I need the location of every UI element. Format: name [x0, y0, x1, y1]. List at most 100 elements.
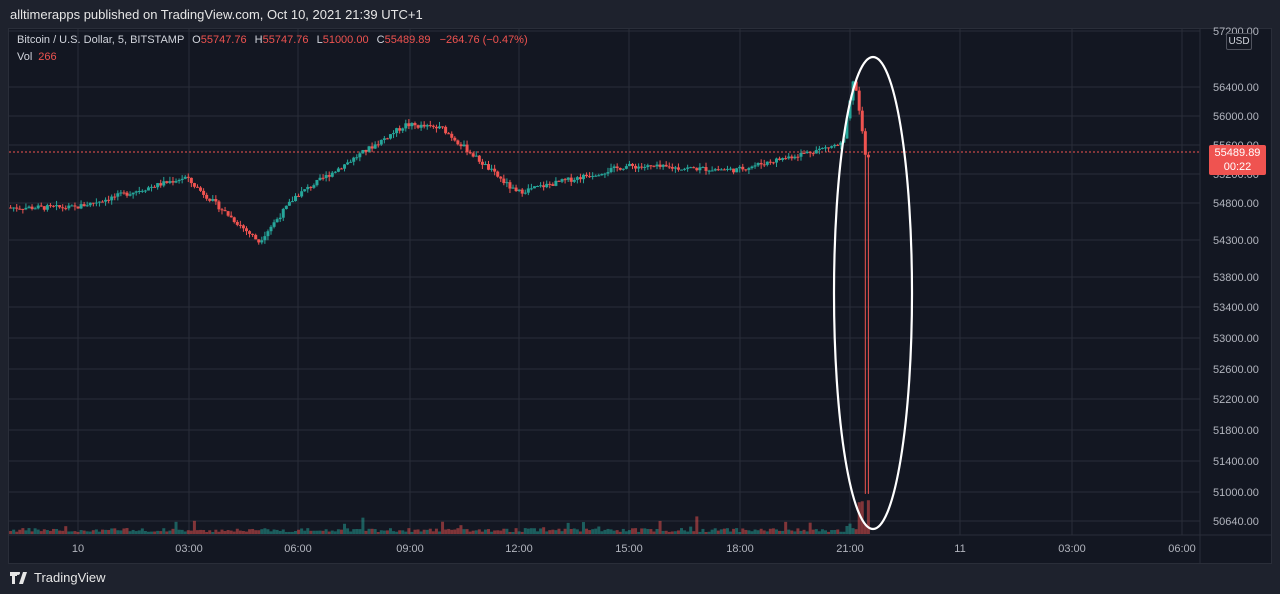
volume-bar: [542, 527, 546, 534]
volume-bar: [217, 531, 221, 534]
last-price-tag: 55489.89 00:22: [1209, 145, 1266, 175]
candle-body: [630, 163, 634, 166]
candle-body: [637, 166, 641, 169]
volume-bar: [177, 529, 181, 534]
candle-body: [661, 164, 665, 167]
candle-body: [128, 194, 132, 196]
volume-bar: [759, 528, 763, 534]
candle-body: [349, 161, 353, 163]
volume-bar: [609, 529, 613, 534]
volume-bar: [122, 528, 126, 534]
candle-body: [640, 166, 644, 168]
volume-bar: [330, 530, 334, 534]
volume-bar: [254, 530, 258, 534]
candle-body: [352, 157, 356, 162]
candle-body: [441, 126, 445, 128]
candle-body: [321, 177, 325, 179]
volume-bar: [131, 529, 135, 534]
change-value: −264.76 (−0.47%): [439, 34, 528, 46]
volume-bar: [156, 530, 160, 534]
candle-body: [680, 169, 684, 171]
volume-bar: [110, 528, 114, 534]
y-axis: 57200.0056400.0056000.0055600.0055200.00…: [1213, 26, 1259, 528]
volume-bar: [830, 530, 834, 534]
volume-bar: [732, 528, 736, 534]
volume-bar: [618, 531, 622, 534]
volume-bar: [554, 530, 558, 534]
volume-legend: Vol 266: [17, 51, 57, 63]
candle-body: [300, 191, 304, 197]
chart-frame: [8, 28, 1272, 564]
candle-body: [673, 167, 677, 169]
volume-bar: [566, 522, 570, 534]
candle-body: [606, 172, 610, 174]
candle-body: [45, 205, 49, 210]
volume-bar: [471, 530, 475, 534]
x-tick-label: 12:00: [505, 543, 533, 555]
volume-bar: [281, 529, 285, 534]
volume-bar: [588, 530, 592, 534]
currency-button[interactable]: USD: [1226, 33, 1252, 50]
candle-body: [827, 147, 831, 149]
candle-body: [670, 167, 674, 169]
candle-body: [168, 181, 172, 183]
tradingview-logo[interactable]: TradingView: [10, 570, 106, 585]
candle-body: [554, 180, 558, 186]
candle-body: [217, 201, 221, 210]
volume-bar: [496, 530, 500, 534]
volume-bar: [563, 528, 567, 534]
volume-bar: [113, 528, 117, 534]
candle-body: [483, 164, 487, 166]
candle-body: [566, 177, 570, 180]
candle-body: [88, 202, 92, 206]
last-price-value: 55489.89: [1214, 147, 1261, 159]
volume-bar: [450, 529, 454, 534]
candle-body: [591, 175, 595, 177]
candle-body: [12, 207, 16, 209]
y-tick-label: 51000.00: [1213, 487, 1259, 499]
candle-body: [180, 178, 184, 180]
candle-body: [235, 221, 239, 225]
volume-bar: [339, 529, 343, 534]
volume-bar: [680, 528, 684, 534]
volume-bar: [606, 528, 610, 534]
tradingview-logo-icon: [10, 571, 27, 584]
volume-bar: [444, 529, 448, 534]
volume-bar: [165, 531, 169, 534]
volume-bar: [287, 531, 291, 534]
volume-bar: [502, 528, 506, 534]
candle-body: [392, 133, 396, 135]
candle-body: [624, 166, 628, 169]
candle-body: [177, 179, 181, 182]
candle-body: [860, 110, 864, 132]
candle-body: [581, 174, 585, 180]
candle-body: [793, 156, 797, 159]
candle-body: [453, 137, 457, 141]
candle-body: [266, 231, 270, 237]
candle-body: [364, 149, 368, 152]
candle-body: [768, 161, 772, 163]
candle-body: [39, 205, 43, 207]
volume-bar: [128, 531, 132, 534]
volume-bar: [419, 531, 423, 534]
candle-body: [107, 199, 111, 201]
volume-bar: [851, 528, 855, 534]
candle-body: [615, 166, 619, 168]
candle-body: [456, 140, 460, 145]
volume-bar: [266, 529, 270, 534]
candle-body: [101, 201, 105, 203]
candle-body: [153, 186, 157, 188]
candle-body: [195, 186, 199, 188]
candle-body: [719, 169, 723, 171]
candle-body: [578, 177, 582, 180]
volume-bar: [462, 529, 466, 534]
volume-bar: [581, 522, 585, 534]
volume-bar: [361, 517, 365, 534]
candle-body: [419, 124, 423, 128]
volume-bar: [710, 529, 714, 534]
candle-body: [330, 172, 334, 177]
candle-body: [477, 155, 481, 162]
volume-bar: [189, 530, 193, 534]
candle-body: [704, 167, 708, 171]
